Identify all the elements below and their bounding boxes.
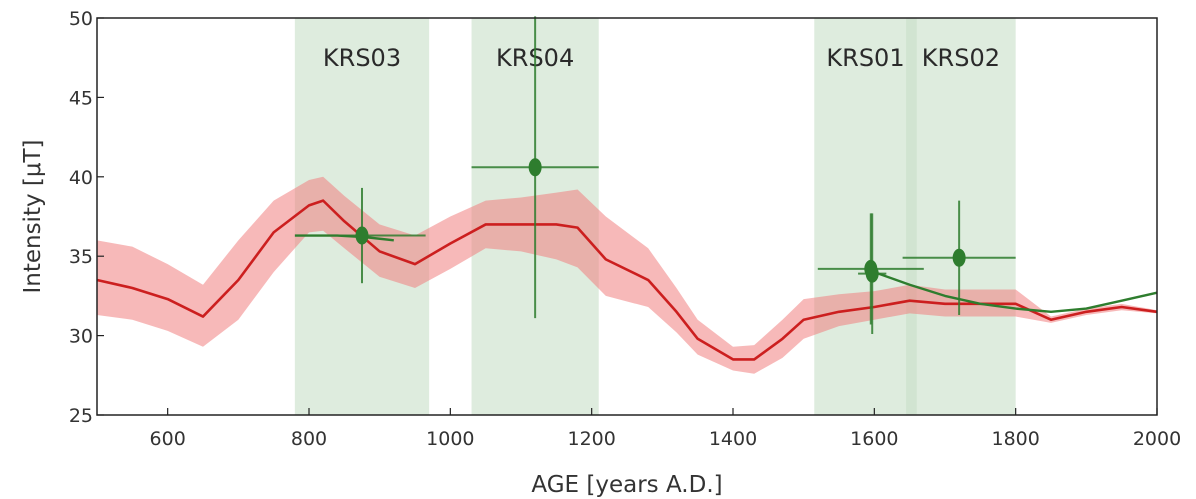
point-marker (952, 248, 966, 267)
x-axis-ticks: 600 800 1000 1200 1400 1600 1800 2000 (150, 408, 1181, 450)
y-tick-label-0: 25 (69, 405, 93, 427)
x-tick-label-5: 1600 (850, 428, 898, 450)
period-shading-group (294, 18, 1016, 415)
x-tick-label-0: 600 (150, 428, 186, 450)
x-tick-label-1: 800 (291, 428, 327, 450)
point-marker (355, 226, 369, 245)
data-point-0 (298, 187, 426, 284)
data-point-3 (858, 213, 887, 335)
green-model-curve-1 (873, 270, 1158, 313)
x-tick-label-4: 1400 (709, 428, 757, 450)
x-tick-label-2: 1000 (426, 428, 474, 450)
x-tick-label-6: 1800 (991, 428, 1039, 450)
x-axis-title: AGE [years A.D.] (531, 472, 722, 498)
data-point-4 (902, 200, 1016, 315)
y-axis-ticks: 25 30 35 40 45 50 (69, 8, 104, 427)
y-tick-label-2: 35 (69, 246, 93, 268)
plot-frame (96, 17, 1158, 416)
y-axis-title: Intensity [μT] (20, 139, 46, 293)
x-tick-label-7: 2000 (1133, 428, 1181, 450)
point-marker (865, 264, 879, 283)
period-shade-2 (814, 18, 917, 415)
y-tick-label-4: 45 (69, 87, 93, 109)
period-label-0: KRS03 (323, 44, 401, 72)
y-tick-label-5: 50 (69, 8, 93, 30)
point-marker (528, 158, 542, 177)
x-tick-label-3: 1200 (567, 428, 615, 450)
y-tick-label-3: 40 (69, 167, 93, 189)
period-label-3: KRS02 (922, 44, 1000, 72)
period-label-2: KRS01 (826, 44, 904, 72)
red-model-curve-group (96, 199, 1158, 361)
y-tick-label-1: 30 (69, 326, 93, 348)
period-shade-3 (906, 18, 1016, 415)
red-model-curve (96, 199, 1158, 361)
data-points-group (298, 16, 1016, 335)
data-point-1 (471, 16, 599, 319)
